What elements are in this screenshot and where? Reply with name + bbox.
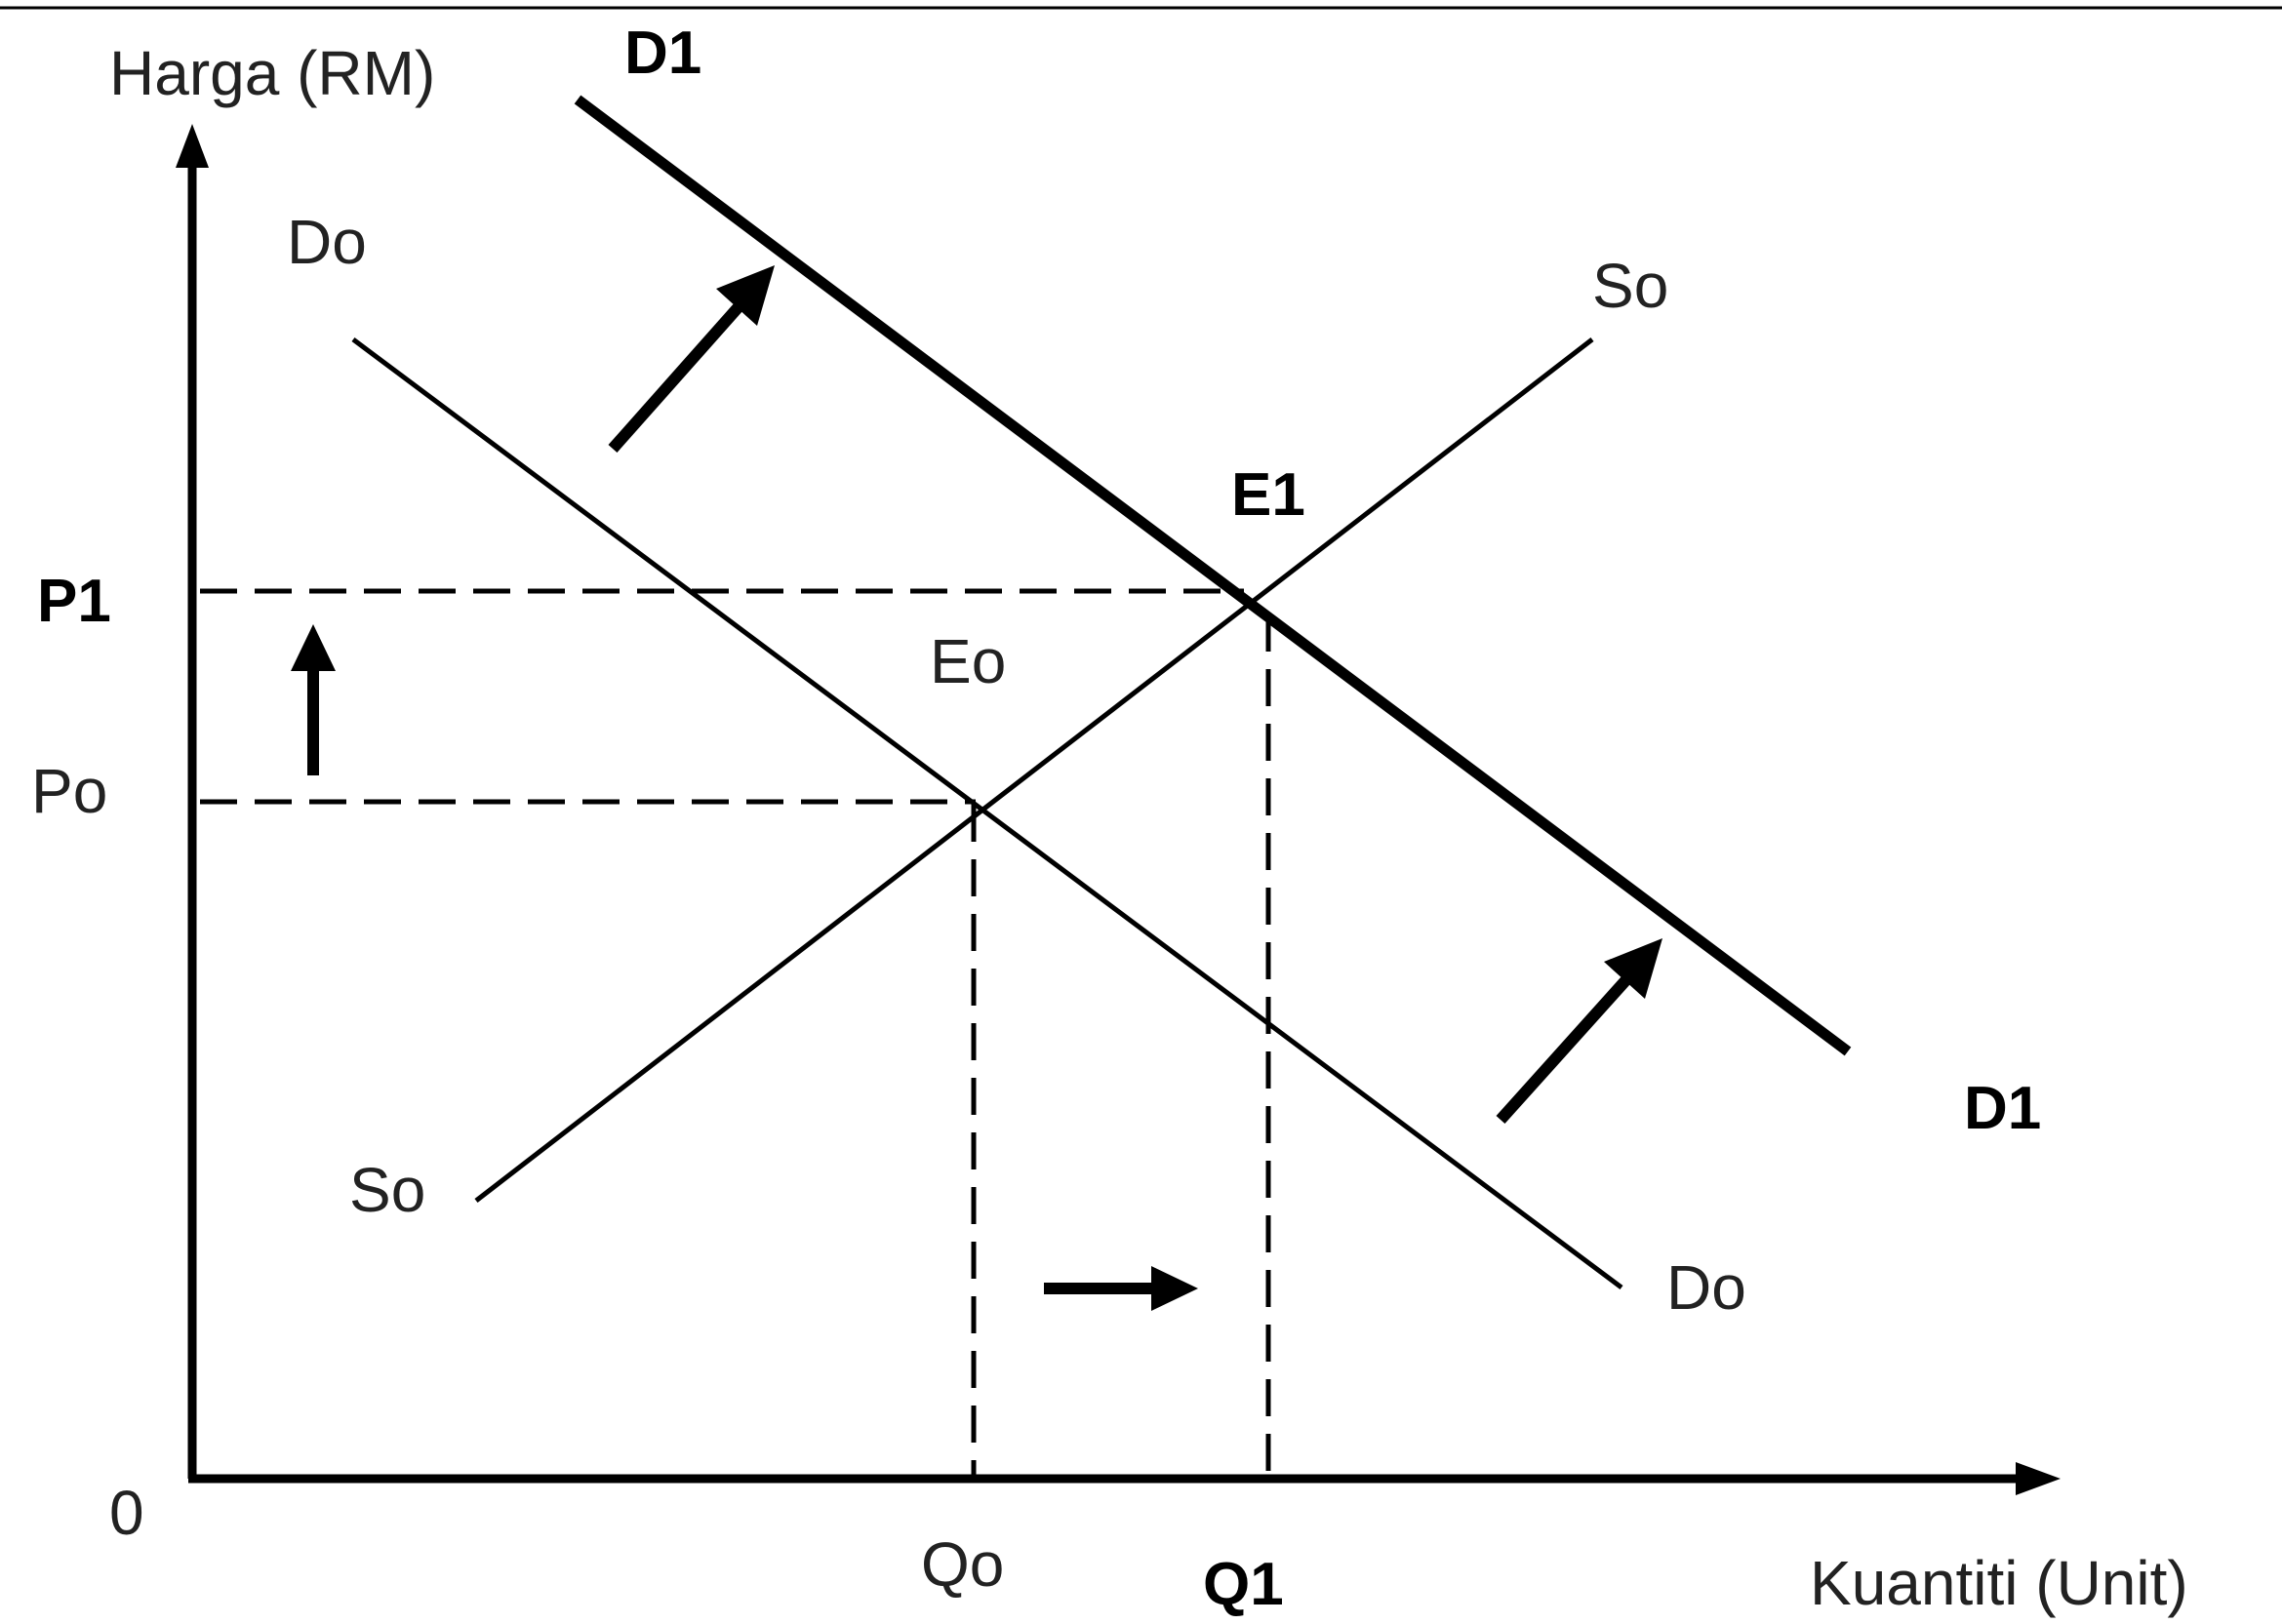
origin-label: 0 bbox=[109, 1478, 144, 1548]
arrow-right-icon bbox=[1044, 1266, 1198, 1311]
y-axis-label: Harga (RM) bbox=[109, 38, 435, 108]
do-label-top: Do bbox=[287, 207, 367, 277]
x-axis-label: Kuantiti (Unit) bbox=[1810, 1548, 2188, 1618]
d1-label-bottom: D1 bbox=[1964, 1075, 2041, 1142]
e1-label: E1 bbox=[1231, 461, 1305, 529]
demand-curve-d1 bbox=[574, 95, 1852, 1056]
arrow-up-icon bbox=[291, 624, 336, 775]
x-axis-arrowhead bbox=[2016, 1462, 2061, 1495]
arrow-up-right-icon bbox=[1496, 938, 1662, 1125]
po-label: Po bbox=[31, 756, 107, 826]
so-label-bottom: So bbox=[349, 1155, 425, 1225]
demand-curve-do bbox=[351, 337, 1623, 1290]
qo-label: Qo bbox=[921, 1529, 1004, 1600]
arrow-up-right-icon bbox=[608, 265, 775, 453]
so-label-top: So bbox=[1592, 251, 1668, 321]
q1-label: Q1 bbox=[1203, 1551, 1284, 1618]
supply-curve-so bbox=[474, 337, 1594, 1203]
d1-label-top: D1 bbox=[624, 20, 701, 87]
do-label-bottom: Do bbox=[1666, 1252, 1746, 1323]
p1-label: P1 bbox=[37, 568, 111, 635]
y-axis-arrowhead bbox=[176, 124, 209, 168]
eo-label: Eo bbox=[930, 626, 1006, 696]
